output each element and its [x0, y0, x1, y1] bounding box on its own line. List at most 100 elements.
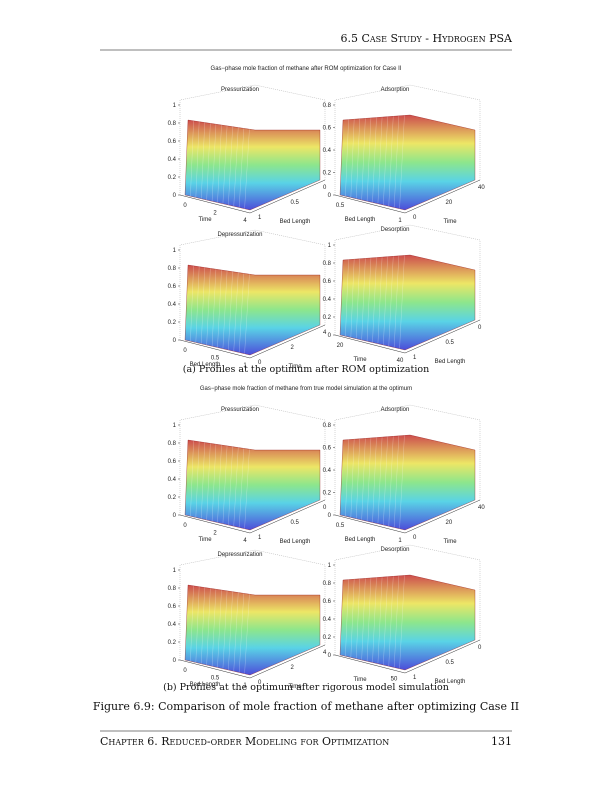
mesh-line: [388, 576, 394, 667]
mesh-line: [394, 255, 399, 348]
mesh-line: [233, 127, 239, 207]
axis1-tick-label: 0.5: [336, 203, 345, 209]
axis1-tick-label: 1: [398, 218, 402, 224]
z-tick-label: 0: [328, 653, 332, 659]
axis-line: [179, 324, 326, 359]
mesh-line: [356, 258, 360, 339]
mesh-line: [366, 577, 372, 662]
z-tick-label: 0.8: [323, 581, 332, 587]
axis1-tick-label: 0.5: [211, 356, 220, 362]
mesh-line: [201, 442, 205, 519]
mesh-line: [383, 256, 388, 346]
mesh-line: [372, 437, 377, 523]
mesh-line: [217, 589, 222, 668]
mesh-line: [394, 115, 399, 208]
z-tick-label: 0.4: [168, 302, 177, 308]
running-footer: Chapter 6. Reduced-order Modeling for Op…: [100, 735, 389, 748]
mesh-line: [244, 594, 250, 674]
axis2-tick-label: 0: [323, 505, 327, 511]
z-tick-label: 0.6: [168, 139, 177, 145]
page-number: 131: [491, 735, 512, 748]
mesh-line: [206, 443, 211, 521]
mesh-line: [350, 439, 355, 518]
axis2-tick-label: 0: [258, 680, 262, 686]
mesh-line: [377, 257, 383, 344]
mesh-line: [372, 577, 377, 663]
axis2-label: Bed Length: [435, 359, 466, 365]
axis2-tick-label: 0: [413, 215, 417, 221]
axis2-label: Bed Length: [280, 539, 311, 545]
mesh-line: [195, 586, 200, 663]
mesh-line: [239, 273, 244, 353]
z-tick-label: 0.4: [168, 477, 177, 483]
axis2-label: Time: [443, 219, 457, 225]
z-tick-label: 0.8: [168, 441, 177, 447]
mesh-line: [228, 126, 233, 206]
axis2-tick-label: 0: [478, 645, 482, 651]
mesh-line: [361, 118, 366, 201]
z-tick-label: 0.2: [323, 635, 332, 641]
axis1-label: Bed Length: [345, 217, 376, 223]
axis2-tick-label: 0.5: [291, 200, 300, 206]
mesh-line: [201, 122, 205, 199]
plot-title: Adsorption: [381, 407, 410, 413]
axis2-tick-label: 2: [291, 345, 295, 351]
z-tick-label: 0: [328, 193, 332, 199]
axis1-tick-label: 2: [213, 211, 217, 217]
mesh-line: [222, 270, 228, 349]
mesh-line: [211, 124, 217, 202]
subfigure-caption: (a) Profiles at the optimum after ROM op…: [183, 364, 429, 375]
axis2-tick-label: 1: [258, 215, 262, 221]
mesh-line: [356, 118, 360, 199]
axis1-tick-label: 0: [183, 203, 187, 209]
mesh-line: [190, 265, 194, 342]
mesh-line: [394, 575, 399, 668]
z-tick-label: 0: [173, 513, 177, 519]
z-tick-label: 0.2: [168, 495, 177, 501]
z-tick-label: 0.2: [168, 640, 177, 646]
z-tick-label: 0: [328, 333, 332, 339]
plot-title: Pressurization: [221, 407, 259, 413]
plot-title: Desorption: [380, 547, 409, 553]
mesh-line: [377, 117, 383, 204]
mesh-line: [383, 116, 388, 206]
axis1-tick-label: 2: [213, 531, 217, 537]
z-tick-label: 0.2: [168, 175, 177, 181]
axis1-tick-label: 0.5: [336, 523, 345, 529]
axis1-tick-label: 0: [183, 523, 187, 529]
mesh-line: [206, 588, 211, 666]
mesh-line: [350, 259, 355, 338]
mesh-line: [345, 579, 349, 657]
axis2-tick-label: 0: [258, 360, 262, 366]
mesh-line: [388, 256, 394, 347]
mesh-line: [222, 590, 228, 669]
mesh-line: [222, 125, 228, 204]
z-tick-label: 0.6: [323, 126, 332, 132]
plot-title: Adsorption: [381, 87, 410, 93]
mesh-line: [228, 591, 233, 671]
z-tick-label: 0.8: [168, 586, 177, 592]
z-tick-label: 0: [173, 193, 177, 199]
mesh-line: [366, 257, 372, 342]
mesh-line: [217, 269, 222, 348]
z-tick-label: 0.8: [323, 261, 332, 267]
mesh-line: [211, 589, 217, 667]
surface: [339, 434, 476, 531]
mesh-line: [356, 438, 360, 519]
axis2-tick-label: 0.5: [446, 340, 455, 346]
mesh-line: [222, 445, 228, 524]
axis1-tick-label: 20: [337, 343, 344, 349]
mesh-line: [361, 578, 366, 661]
axis2-label: Time: [288, 684, 302, 690]
mesh-line: [345, 259, 349, 337]
axis2-tick-label: 0.5: [446, 660, 455, 666]
mesh-line: [345, 119, 349, 197]
mesh-line: [361, 258, 366, 341]
mesh-line: [399, 435, 405, 529]
mesh-line: [206, 123, 211, 201]
mesh-line: [206, 268, 211, 346]
figure-title: Gas−phase mole fraction of methane after…: [211, 66, 402, 72]
z-tick-label: 0.2: [323, 315, 332, 321]
axis1-tick-label: 1: [243, 363, 247, 369]
mesh-line: [228, 446, 233, 526]
